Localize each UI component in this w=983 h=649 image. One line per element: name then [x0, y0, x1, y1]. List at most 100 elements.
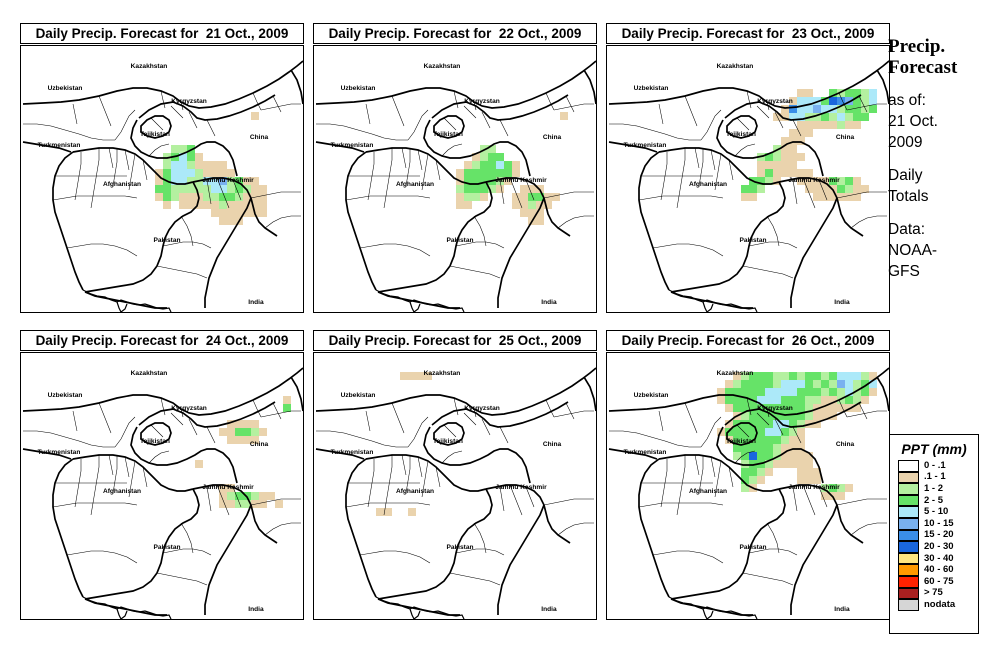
- national-borders: [608, 367, 889, 616]
- svg-text:Uzbekistan: Uzbekistan: [634, 392, 669, 399]
- legend-entry: 60 - 75: [898, 575, 978, 588]
- legend-entry: 5 - 10: [898, 506, 978, 518]
- svg-text:Turkmenistan: Turkmenistan: [38, 142, 81, 149]
- svg-text:Afghanistan: Afghanistan: [103, 488, 141, 495]
- svg-text:Kazakhstan: Kazakhstan: [424, 370, 461, 377]
- panel-map: Kazakhstan Uzbekistan Kyrgyzstan Turkmenist…: [313, 45, 597, 313]
- legend-title: PPT (mm): [901, 441, 967, 457]
- coastline: [375, 289, 465, 312]
- svg-text:China: China: [836, 441, 855, 448]
- forecast-panel: Daily Precip. Forecast for 21 Oct., 2009…: [20, 23, 306, 315]
- legend-color-swatch: [898, 587, 919, 600]
- legend-entry-label: 10 - 15: [924, 517, 954, 529]
- forecast-panel: Daily Precip. Forecast for 24 Oct., 2009…: [20, 330, 306, 622]
- legend-entry: 0 - .1: [898, 460, 978, 472]
- caption-as-of-date-line2: 2009: [888, 134, 923, 151]
- legend-entry: 20 - 30: [898, 541, 978, 553]
- legend-entry-label: 20 - 30: [924, 540, 954, 552]
- svg-text:Pakistan: Pakistan: [446, 237, 473, 244]
- svg-text:Pakistan: Pakistan: [153, 544, 180, 551]
- precip-cells: [376, 372, 432, 516]
- legend-color-swatch: [898, 506, 919, 518]
- internal-borders: [316, 397, 594, 586]
- panel-map: Kazakhstan Uzbekistan Kyrgyzstan Turkmenist…: [606, 352, 890, 620]
- caption-heading-line2: Forecast: [888, 57, 958, 78]
- svg-text:China: China: [836, 134, 855, 141]
- svg-text:India: India: [541, 299, 557, 306]
- caption-as-of: as of: 21 Oct. 2009: [888, 90, 983, 153]
- legend-entry: 30 - 40: [898, 552, 978, 565]
- svg-text:Turkmenistan: Turkmenistan: [331, 449, 374, 456]
- svg-text:Pakistan: Pakistan: [739, 237, 766, 244]
- coastline: [82, 596, 172, 619]
- panel-map: Kazakhstan Uzbekistan Kyrgyzstan Turkmenist…: [20, 352, 304, 620]
- svg-text:India: India: [248, 606, 264, 613]
- svg-text:Kazakhstan: Kazakhstan: [131, 63, 168, 70]
- panel-map: Kazakhstan Uzbekistan Kyrgyzstan Turkmenist…: [313, 352, 597, 620]
- legend-color-swatch: [898, 517, 919, 530]
- country-labels: Kazakhstan Uzbekistan Kyrgyzstan Turkmenist…: [38, 370, 269, 613]
- legend-color-swatch: [898, 541, 919, 553]
- legend-color-swatch: [898, 483, 919, 495]
- legend-entry-label: > 75: [924, 587, 943, 599]
- coastline: [375, 596, 465, 619]
- svg-text:Jammu Kashmir: Jammu Kashmir: [495, 177, 547, 184]
- svg-text:Turkmenistan: Turkmenistan: [38, 449, 81, 456]
- legend-color-swatch: [898, 564, 919, 576]
- caption-period-line2: Totals: [888, 188, 929, 205]
- svg-text:Jammu Kashmir: Jammu Kashmir: [788, 484, 840, 491]
- svg-text:China: China: [250, 134, 269, 141]
- legend-entry-label: 1 - 2: [924, 482, 944, 494]
- svg-text:Afghanistan: Afghanistan: [396, 488, 434, 495]
- svg-text:Tajikistan: Tajikistan: [433, 438, 463, 445]
- legend-color-swatch: [898, 575, 919, 588]
- legend-entry: 10 - 15: [898, 517, 978, 530]
- caption-heading: Precip. Forecast: [888, 36, 983, 78]
- national-borders: [22, 60, 303, 309]
- svg-text:China: China: [250, 441, 269, 448]
- legend-entry: 2 - 5: [898, 494, 978, 507]
- legend-entry-label: 40 - 60: [924, 564, 954, 576]
- svg-text:Uzbekistan: Uzbekistan: [341, 392, 376, 399]
- svg-text:Pakistan: Pakistan: [153, 237, 180, 244]
- figure-caption: Precip. Forecast as of: 21 Oct. 2009 Dai…: [888, 36, 983, 282]
- legend-color-swatch: [898, 529, 919, 542]
- caption-as-of-date-line1: 21 Oct.: [888, 113, 938, 130]
- forecast-panel: Daily Precip. Forecast for 23 Oct., 2009…: [606, 23, 892, 315]
- svg-text:India: India: [834, 299, 850, 306]
- caption-data-source-line1: NOAA-: [888, 242, 938, 259]
- country-labels: Kazakhstan Uzbekistan Kyrgyzstan Turkmenist…: [331, 370, 562, 613]
- svg-text:Kyrgyzstan: Kyrgyzstan: [464, 98, 500, 105]
- svg-text:India: India: [541, 606, 557, 613]
- national-borders: [315, 367, 596, 616]
- svg-text:India: India: [834, 606, 850, 613]
- svg-text:Jammu Kashmir: Jammu Kashmir: [202, 177, 254, 184]
- legend-entry-label: 30 - 40: [924, 552, 954, 564]
- legend-color-swatch: [898, 471, 919, 484]
- svg-text:Uzbekistan: Uzbekistan: [48, 85, 83, 92]
- panel-title: Daily Precip. Forecast for 24 Oct., 2009: [20, 330, 304, 351]
- forecast-panel: Daily Precip. Forecast for 25 Oct., 2009…: [313, 330, 599, 622]
- svg-text:India: India: [248, 299, 264, 306]
- svg-text:Jammu Kashmir: Jammu Kashmir: [788, 177, 840, 184]
- precip-cells: [717, 372, 877, 500]
- legend-entry: 1 - 2: [898, 483, 978, 495]
- svg-text:Kazakhstan: Kazakhstan: [424, 63, 461, 70]
- internal-borders: [23, 397, 301, 586]
- forecast-panel: Daily Precip. Forecast for 26 Oct., 2009…: [606, 330, 892, 622]
- panel-title: Daily Precip. Forecast for 21 Oct., 2009: [20, 23, 304, 44]
- svg-text:Turkmenistan: Turkmenistan: [624, 142, 667, 149]
- legend-entry: > 75: [898, 587, 978, 600]
- country-labels: Kazakhstan Uzbekistan Kyrgyzstan Turkmenist…: [38, 63, 269, 306]
- legend-entry: 15 - 20: [898, 529, 978, 542]
- svg-text:Turkmenistan: Turkmenistan: [331, 142, 374, 149]
- internal-borders: [23, 90, 301, 279]
- coastline: [668, 596, 758, 619]
- national-borders: [608, 60, 889, 309]
- legend-color-swatch: [898, 460, 919, 472]
- panel-title: Daily Precip. Forecast for 26 Oct., 2009: [606, 330, 890, 351]
- panel-title: Daily Precip. Forecast for 25 Oct., 2009: [313, 330, 597, 351]
- legend-entry-label: nodata: [924, 598, 956, 610]
- svg-text:Pakistan: Pakistan: [446, 544, 473, 551]
- svg-text:China: China: [543, 441, 562, 448]
